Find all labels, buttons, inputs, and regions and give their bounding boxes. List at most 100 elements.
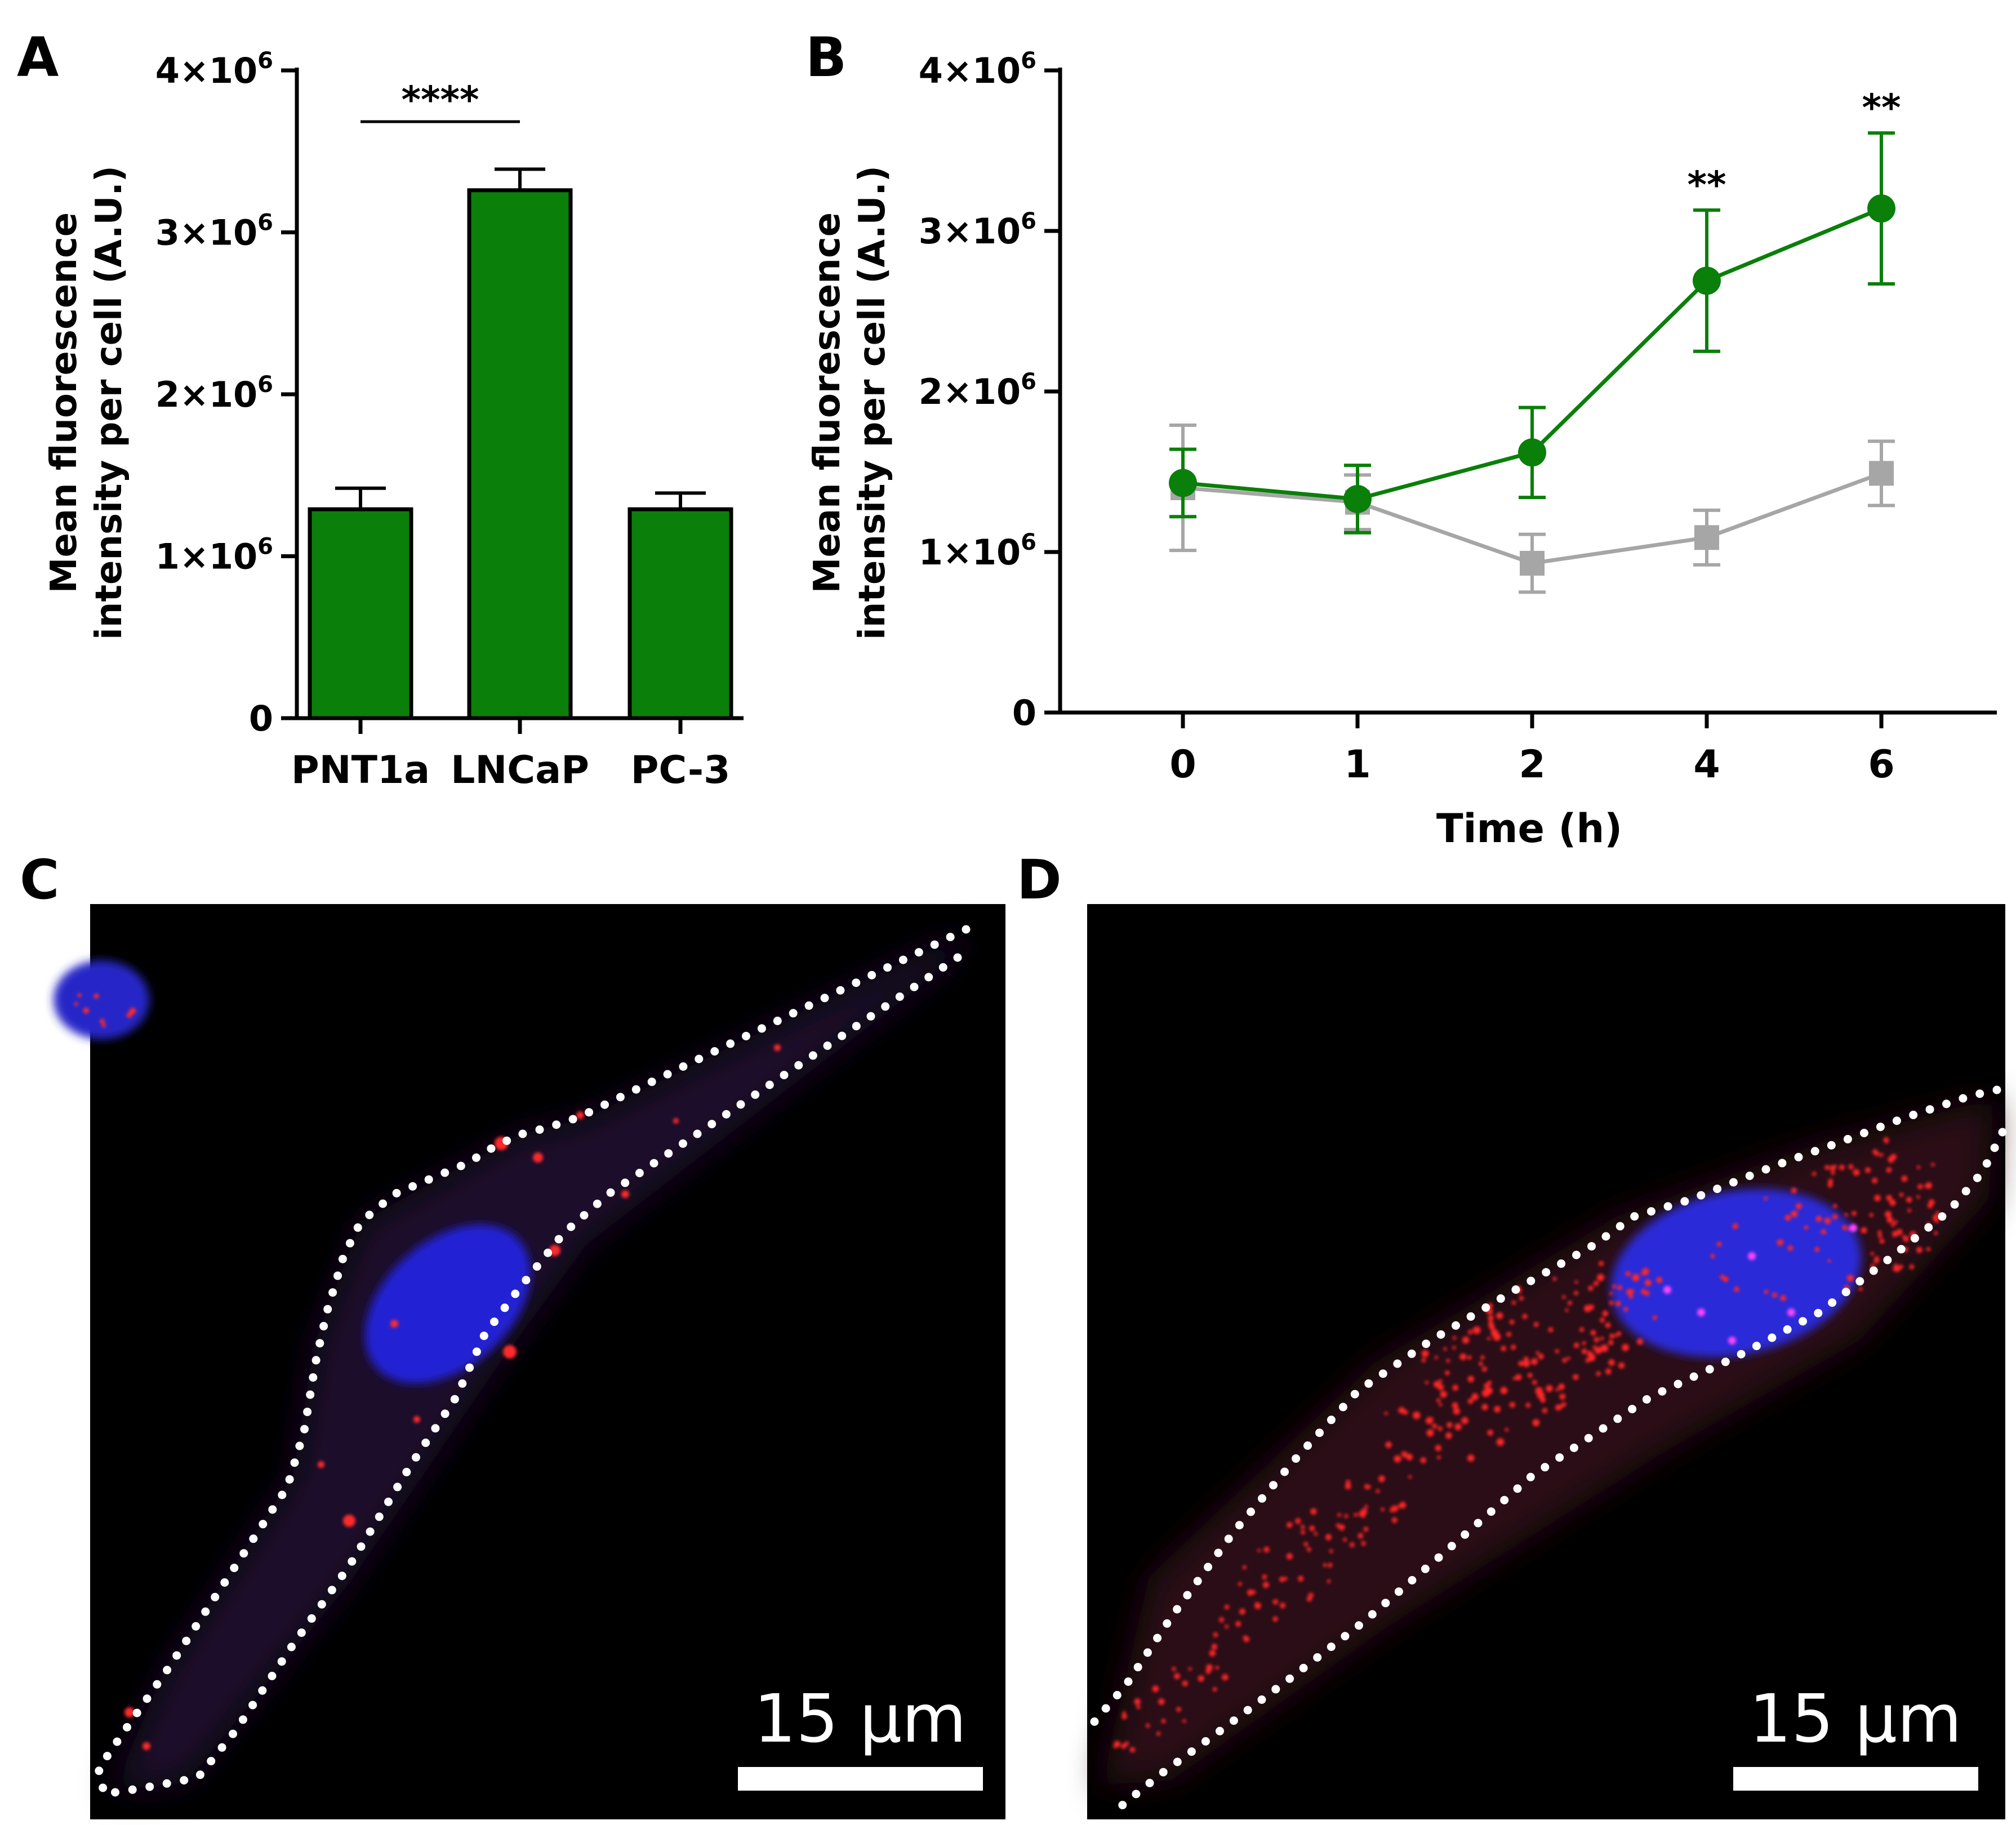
outline-dot-d-upper-43 <box>1327 1416 1336 1425</box>
outline-dot-c-lower-52 <box>327 1586 336 1595</box>
vesicle-d-tail-9 <box>1283 1577 1288 1581</box>
series-gray <box>1169 423 1895 594</box>
vesicle-d-tail-48 <box>1286 1553 1293 1560</box>
vesicle-d-tip-25 <box>1209 1650 1216 1657</box>
outline-dot-d-upper-56 <box>1183 1591 1192 1600</box>
outline-dot-d-lower-64 <box>1118 1801 1127 1810</box>
vesicle-d-perinuclear-38 <box>1832 1164 1837 1169</box>
vesicle-d-mid-86 <box>1595 1347 1602 1354</box>
vesicle-d-mid-68 <box>1513 1376 1517 1381</box>
vesicle-d-mid-108 <box>1445 1370 1450 1376</box>
outline-dot-c-upper-43 <box>328 1288 337 1297</box>
outline-dot-c-upper-3 <box>914 948 923 957</box>
outline-dot-c-lower-32 <box>511 1289 520 1298</box>
vesicle-d-mid-7 <box>1574 1290 1578 1296</box>
vesicle-d-mid-5 <box>1509 1319 1515 1325</box>
vesicle-d-tail-57 <box>1325 1534 1332 1541</box>
vesicle-d-tail-38 <box>1239 1608 1245 1615</box>
outline-dot-c-upper-48 <box>309 1373 318 1382</box>
vesicle-d-mid-11 <box>1435 1445 1441 1452</box>
outline-dot-d-lower-41 <box>1434 1553 1443 1562</box>
outline-dot-c-upper-62 <box>211 1592 220 1601</box>
vesicle-d-tail-39 <box>1295 1518 1301 1524</box>
y-tick-label-b-2: 2×106 <box>919 369 1036 412</box>
outline-dot-d-upper-8 <box>1859 1129 1868 1137</box>
micrograph-c: 15 µm <box>54 904 1005 1819</box>
outline-dot-d-lower-34 <box>1526 1472 1535 1481</box>
outline-dot-d-upper-1 <box>1975 1089 1984 1098</box>
vesicle-d-tail-32 <box>1280 1603 1286 1609</box>
outline-dot-c-lower-56 <box>287 1642 296 1652</box>
vesicle-d-mid-42 <box>1555 1349 1559 1354</box>
outline-dot-d-upper-35 <box>1436 1330 1445 1339</box>
outline-dot-c-upper-57 <box>259 1520 268 1529</box>
vesicle-d-mid-140 <box>1656 1277 1663 1283</box>
outline-dot-d-upper-49 <box>1258 1494 1266 1503</box>
vesicle-d-mid-98 <box>1452 1385 1458 1391</box>
outline-dot-c-lower-24 <box>606 1188 615 1197</box>
vesicle-d-mid-144 <box>1530 1358 1538 1365</box>
vesicle-d-mid-125 <box>1501 1346 1506 1351</box>
vesicle-d-tail-56 <box>1211 1644 1218 1650</box>
outline-dot-d-lower-48 <box>1341 1632 1350 1641</box>
outline-dot-c-upper-26 <box>552 1120 561 1129</box>
vesicle-d-mid-120 <box>1453 1408 1460 1415</box>
vesicle-d-tail-5 <box>1279 1577 1285 1582</box>
vesicle-d-perinuclear-44 <box>1822 1230 1827 1235</box>
significance-annotations-b: ** ** <box>1687 86 1901 207</box>
vesicle-d-tail-12 <box>1272 1616 1278 1622</box>
vesicle-d-mid-61 <box>1481 1404 1488 1410</box>
vesicle-d-right-8 <box>1852 1210 1857 1216</box>
outline-dot-c-upper-2 <box>930 940 939 949</box>
outline-dot-c-upper-29 <box>502 1136 511 1145</box>
outline-dot-c-upper-30 <box>487 1144 496 1153</box>
vesicle-d-mid-56 <box>1605 1322 1611 1328</box>
vesicle-d-tail-36 <box>1224 1604 1230 1610</box>
outline-dot-c-lower-22 <box>635 1169 644 1177</box>
vesicle-d-mid-32 <box>1487 1381 1492 1386</box>
vesicle-d-mid-117 <box>1461 1417 1468 1425</box>
vesicle-d-right-15 <box>1886 1167 1892 1173</box>
bar-pc-3 <box>628 507 733 720</box>
scale-bar-label-d: 15 µm <box>1749 1680 1962 1757</box>
vesicle-d-tail-21 <box>1345 1483 1351 1490</box>
y-tick-label-b-4-exponent: 6 <box>1021 48 1036 74</box>
panel-label-a: A <box>17 26 59 89</box>
outline-dot-d-upper-51 <box>1235 1521 1244 1530</box>
outline-dot-c-lower-20 <box>664 1149 673 1158</box>
outline-dot-d-lower-2 <box>1982 1159 1991 1168</box>
y-tick-label-a-4-exponent: 6 <box>257 48 273 74</box>
outline-dot-c-upper-58 <box>249 1534 258 1543</box>
cell-c-cytoplasm <box>113 932 963 1791</box>
outline-dot-c-lower-39 <box>450 1395 459 1404</box>
outline-dot-c-upper-25 <box>568 1115 577 1124</box>
vesicle-d-mid-1 <box>1573 1374 1579 1380</box>
outline-dot-d-upper-26 <box>1572 1250 1581 1259</box>
vesicle-d-mid-87 <box>1488 1321 1494 1327</box>
outline-dot-c-upper-54 <box>285 1475 294 1484</box>
vesicle-d-mid-166 <box>1452 1346 1456 1350</box>
outline-dot-c-lower-30 <box>532 1262 541 1271</box>
vesicle-d-perinuclear-41 <box>1827 1182 1833 1188</box>
vesicle-d-mid-113 <box>1413 1412 1421 1419</box>
outline-dot-d-upper-29 <box>1527 1276 1536 1285</box>
outline-dot-c-lower-43 <box>412 1453 420 1462</box>
outline-dot-d-upper-36 <box>1422 1339 1431 1348</box>
vesicle-d-mid-72 <box>1622 1344 1629 1351</box>
outline-dot-c-upper-65 <box>182 1636 191 1645</box>
outline-dot-d-lower-62 <box>1145 1779 1154 1787</box>
vesicle-d-tail-46 <box>1358 1533 1364 1539</box>
vesicle-d-mid-78 <box>1582 1341 1586 1346</box>
outline-dot-d-lower-40 <box>1447 1542 1456 1551</box>
outline-dot-d-lower-4 <box>1961 1187 1970 1196</box>
vesicle-c-9 <box>124 1707 135 1717</box>
vesicle-d-mid-146 <box>1579 1327 1585 1332</box>
vesicle-d-mid-153 <box>1434 1356 1438 1360</box>
vesicle-d-mid-118 <box>1426 1429 1434 1437</box>
vesicle-d-mid-154 <box>1587 1351 1593 1357</box>
scale-bar-d <box>1733 1767 1978 1791</box>
outline-dot-d-lower-8 <box>1910 1234 1919 1243</box>
vesicle-d-tail-1 <box>1349 1542 1355 1547</box>
bar-lncap <box>467 188 573 720</box>
outline-dot-d-lower-19 <box>1752 1342 1761 1350</box>
